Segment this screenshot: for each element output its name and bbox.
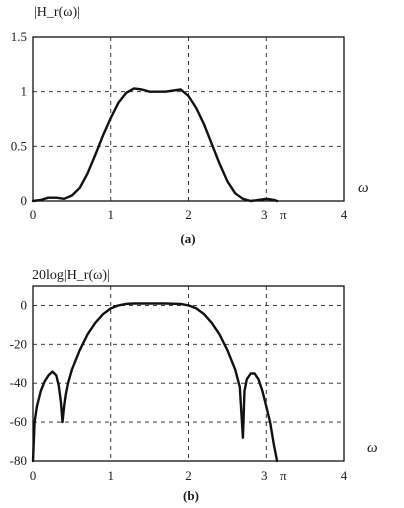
x-tick-label: 3 xyxy=(261,468,268,483)
plot-frame-a xyxy=(32,36,345,202)
x-tick-label: π xyxy=(280,468,287,483)
x-axis-label-b: ω xyxy=(367,440,378,456)
log-magnitude-curve xyxy=(31,302,279,463)
y-tick-label: 0.5 xyxy=(11,138,27,153)
caption-a: (a) xyxy=(180,231,195,246)
y-ticks-a: 0 0.5 1 1.5 xyxy=(11,29,27,208)
y-tick-label: -20 xyxy=(10,336,27,351)
plot-frame-b xyxy=(32,285,345,462)
x-tick-label: 3 xyxy=(261,207,268,222)
x-tick-label: 2 xyxy=(185,468,192,483)
grid-b xyxy=(33,286,344,461)
y-tick-label: -80 xyxy=(10,453,27,468)
x-axis-label-a: ω xyxy=(358,180,369,196)
magnitude-curve xyxy=(31,87,279,203)
y-tick-label: -60 xyxy=(10,414,27,429)
y-tick-label: -40 xyxy=(10,375,27,390)
x-tick-label: 4 xyxy=(341,207,348,222)
x-tick-label: 2 xyxy=(185,207,192,222)
x-tick-label: 1 xyxy=(108,207,115,222)
x-tick-label: 4 xyxy=(341,468,348,483)
y-tick-label: 0 xyxy=(21,193,28,208)
y-axis-label-a: |H_r(ω)| xyxy=(34,5,80,20)
x-tick-label: 0 xyxy=(30,468,37,483)
y-ticks-b: 0 -20 -40 -60 -80 xyxy=(10,297,27,468)
caption-b: (b) xyxy=(183,488,199,503)
x-tick-label: 1 xyxy=(108,468,115,483)
y-tick-label: 1 xyxy=(21,84,28,99)
x-tick-label: π xyxy=(280,207,287,222)
y-tick-label: 0 xyxy=(21,297,28,312)
y-tick-label: 1.5 xyxy=(11,29,27,44)
grid-a xyxy=(33,37,344,201)
y-axis-label-b: 20log|H_r(ω)| xyxy=(32,268,110,283)
x-tick-label: 0 xyxy=(30,207,37,222)
